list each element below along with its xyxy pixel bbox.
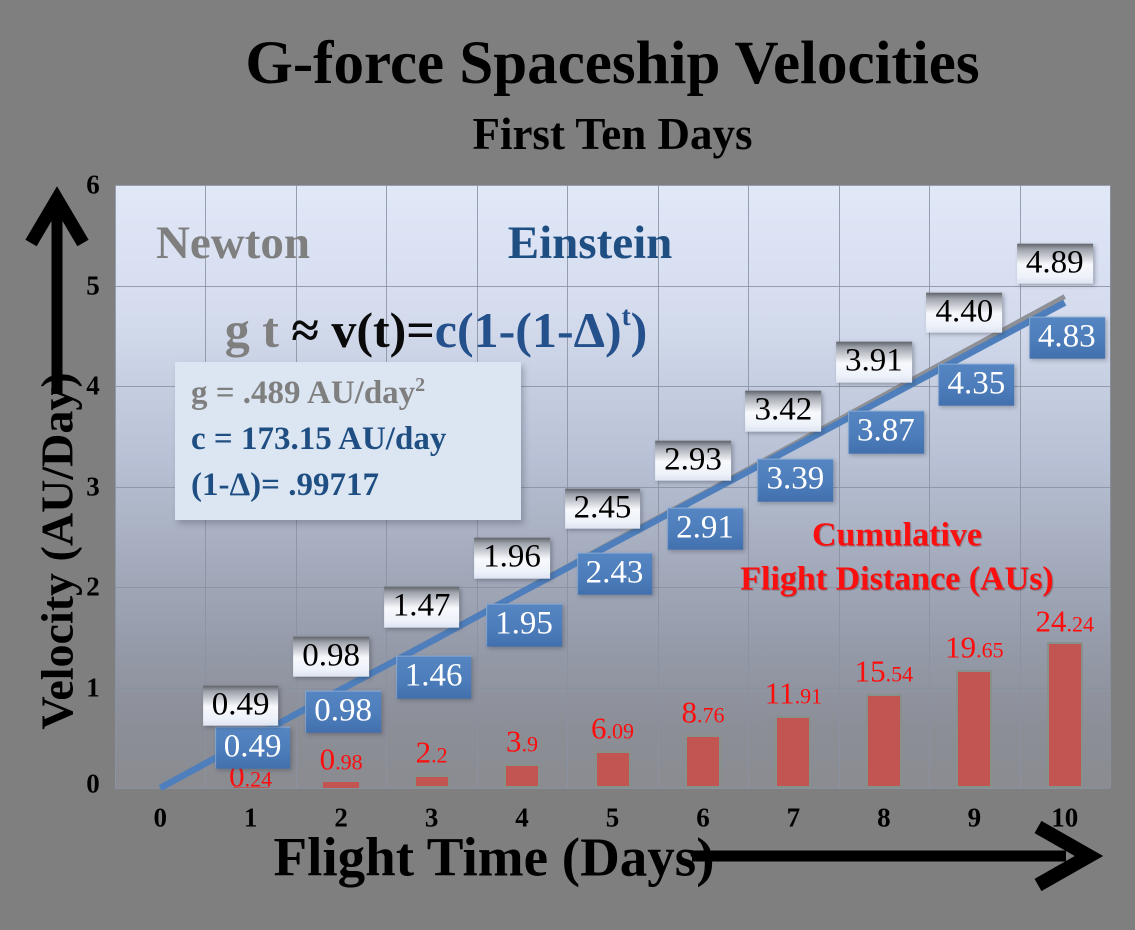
y-tick-label: 2	[86, 571, 100, 602]
parameters-box: g = .489 AU/day2 c = 173.15 AU/day (1-Δ)…	[175, 362, 521, 520]
equation-close-paren: )	[630, 302, 648, 358]
distance-data-label: 0.98	[319, 741, 363, 777]
bar-annotation-line1: Cumulative	[812, 516, 982, 554]
distance-data-label: 8.76	[681, 694, 725, 730]
param-c: c = 173.15 AU/day	[191, 421, 447, 458]
x-tick-label: 1	[243, 802, 258, 833]
newton-data-label: 2.45	[564, 488, 641, 530]
x-tick-label: 6	[696, 802, 710, 833]
newton-data-label: 4.89	[1016, 243, 1093, 284]
newton-data-label: 1.47	[383, 586, 460, 628]
newton-data-label: 2.93	[655, 440, 731, 481]
equation: g t ≈ v(t)=c(1-(1-Δ)t)	[225, 301, 648, 359]
x-tick-label: 8	[877, 802, 891, 833]
y-tick-label: 4	[86, 370, 100, 401]
legend-newton: Newton	[155, 217, 311, 269]
x-tick-label: 4	[515, 802, 529, 833]
param-delta: (1-Δ)= .99717	[191, 467, 379, 504]
distance-data-label: 15.54	[854, 654, 914, 690]
x-tick-label: 10	[1051, 802, 1079, 833]
einstein-data-label: 2.91	[667, 507, 743, 550]
newton-data-label: 4.40	[926, 292, 1003, 334]
x-tick-label: 5	[605, 802, 620, 833]
einstein-data-label: 3.39	[757, 458, 834, 502]
einstein-data-label: 4.35	[938, 363, 1015, 407]
einstein-data-label: 0.49	[214, 726, 291, 770]
equation-approx-sign: ≈	[278, 302, 332, 358]
distance-data-label: 6.09	[591, 710, 634, 746]
newton-data-label: 0.49	[202, 685, 279, 727]
bar-series-annotation: Cumulative Flight Distance (AUs)	[740, 513, 1054, 600]
einstein-data-label: 3.87	[847, 410, 924, 454]
y-axis-title: Velocity (AU/Day)	[31, 372, 83, 730]
einstein-data-label: 2.43	[576, 552, 653, 596]
x-tick-label: 3	[424, 802, 439, 833]
distance-data-label: 11.91	[764, 675, 823, 711]
chart-header: G-force Spaceship Velocities First Ten D…	[90, 0, 1135, 157]
newton-data-label: 3.42	[745, 390, 822, 432]
y-tick-label: 1	[86, 672, 100, 702]
y-tick-label: 6	[86, 169, 100, 200]
equation-einstein-lhs: v(t)=	[331, 302, 435, 358]
einstein-data-label: 0.98	[305, 690, 381, 733]
einstein-data-label: 4.83	[1028, 316, 1105, 359]
einstein-data-label: 1.46	[395, 655, 472, 699]
x-tick-label: 9	[967, 802, 982, 833]
chart-title: G-force Spaceship Velocities	[245, 30, 980, 97]
h-gridline	[115, 285, 1110, 287]
v-gridline	[1110, 185, 1111, 788]
param-g: g = .489 AU/day2	[191, 374, 426, 411]
y-tick-label: 0	[86, 768, 100, 799]
x-tick-label: 0	[153, 802, 167, 833]
einstein-data-label: 1.95	[486, 603, 562, 647]
distance-data-label: 24.24	[1035, 603, 1095, 639]
y-tick-label: 5	[86, 270, 100, 300]
equation-newton-side: g t	[224, 302, 279, 358]
x-axis-title: Flight Time (Days)	[273, 826, 715, 888]
newton-data-label: 1.96	[474, 537, 550, 579]
equation-einstein-rhs: c(1-(1-Δ)	[434, 302, 622, 358]
h-gridline	[115, 185, 1110, 186]
distance-data-label: 19.65	[945, 629, 1004, 665]
distance-data-label: 3.9	[506, 724, 539, 760]
newton-data-label: 0.98	[293, 636, 369, 677]
newton-data-label: 3.91	[835, 341, 912, 383]
y-tick-label: 3	[86, 471, 100, 501]
bar-annotation-line2: Flight Distance (AUs)	[740, 560, 1054, 597]
equation-exponent: t	[621, 301, 631, 331]
legend-einstein: Einstein	[507, 217, 673, 269]
x-tick-label: 7	[786, 802, 801, 833]
x-tick-label: 2	[334, 802, 348, 833]
chart-subtitle: First Ten Days	[472, 109, 753, 159]
distance-data-label: 2.2	[415, 734, 448, 770]
